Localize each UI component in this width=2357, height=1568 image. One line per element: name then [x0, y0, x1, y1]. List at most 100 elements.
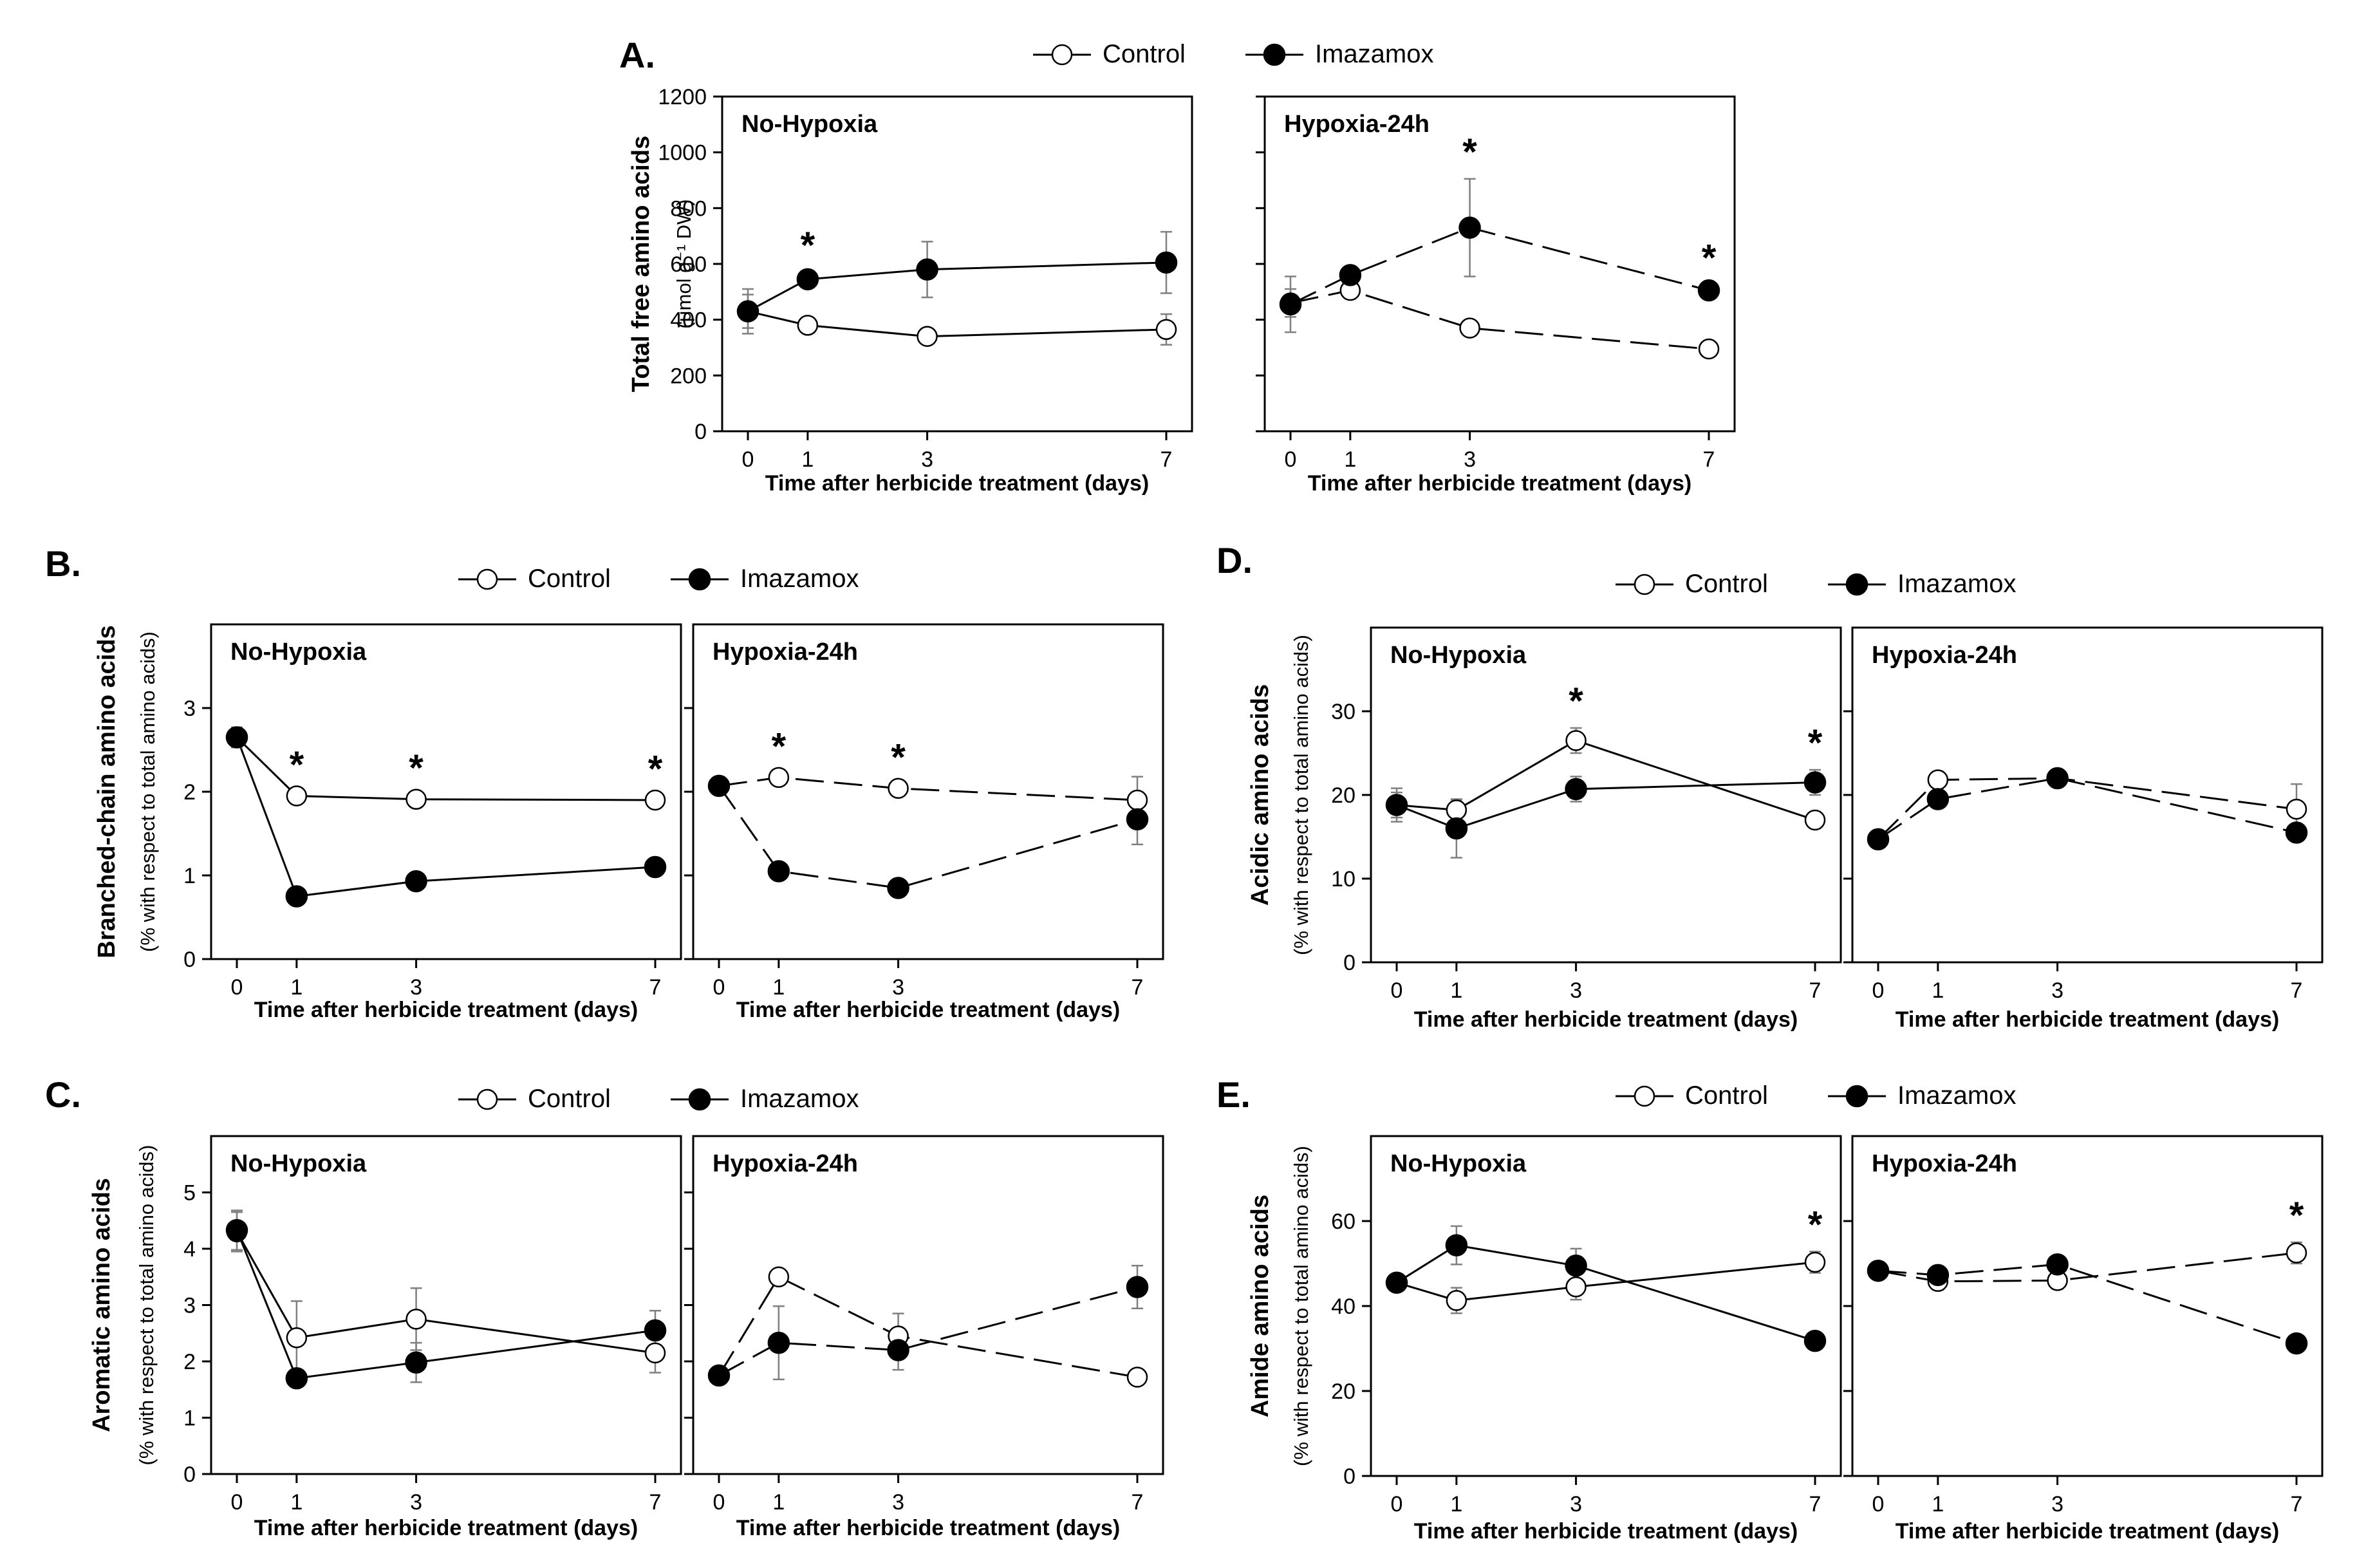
- control-point: [1126, 789, 1148, 811]
- panel-c: C. Control Imazamox Aromatic amino acids (% …: [45, 1074, 1164, 1540]
- x-tick-label: 0: [1872, 1492, 1885, 1517]
- y-tick-label: 1: [183, 1406, 196, 1431]
- significance-star: *: [1702, 238, 1717, 279]
- control-series-line: [236, 736, 656, 801]
- plot-frame: [1851, 1135, 2324, 1477]
- subplot-title: No-Hypoxia: [230, 639, 367, 666]
- imazamox-series-line: [1290, 227, 1710, 306]
- x-tick-label: 3: [2051, 1492, 2064, 1517]
- x-tick-label: 3: [410, 975, 422, 1000]
- significance-star: *: [2289, 1195, 2304, 1237]
- imazamox-point: [796, 268, 819, 291]
- imazamox-series-line: [236, 1229, 656, 1379]
- control-point: [1155, 319, 1177, 341]
- legend-control-marker: [1051, 44, 1073, 66]
- imazamox-point: [767, 860, 790, 882]
- y-axis-sublabel: (% with respect to total amino acids): [1290, 635, 1312, 955]
- imazamox-point: [887, 877, 909, 899]
- x-axis-label: Time after herbicide treatment (days): [736, 998, 1120, 1022]
- x-tick-label: 3: [892, 975, 904, 1000]
- y-axis-label: Branched-chain amino acids: [93, 625, 120, 958]
- y-tick-label: 800: [670, 196, 707, 221]
- subplot-hypoxia-24h: Hypoxia-24h 0 1 3 7 Time after herbicide trea…: [1256, 95, 1736, 496]
- imazamox-point: [225, 1218, 248, 1242]
- x-tick-label: 7: [1809, 978, 1821, 1003]
- legend-control-marker: [476, 568, 498, 590]
- x-tick-label: 0: [1285, 447, 1297, 472]
- x-tick-label: 1: [1450, 978, 1462, 1003]
- y-axis-sublabel: (% with respect to total amino acids): [136, 631, 159, 952]
- significance-star: *: [409, 747, 424, 789]
- y-axis-label: Total free amino acids: [628, 136, 655, 392]
- legend-control-label: Control: [1685, 1081, 1768, 1110]
- legend-control-marker: [1634, 574, 1655, 595]
- subplot-title: No-Hypoxia: [741, 111, 878, 138]
- y-tick-label: 0: [1343, 951, 1356, 975]
- imazamox-point: [1445, 817, 1468, 840]
- subplot-title: Hypoxia-24h: [713, 1150, 858, 1177]
- imazamox-point: [1867, 828, 1890, 851]
- x-tick-label: 7: [2291, 1492, 2303, 1517]
- imazamox-point: [767, 1331, 790, 1354]
- x-tick-label: 0: [1391, 978, 1403, 1003]
- imazamox-series-line: [1877, 777, 2297, 841]
- control-series-line: [747, 310, 1167, 338]
- x-tick-label: 1: [290, 1490, 303, 1515]
- y-tick-label: 0: [183, 947, 196, 972]
- legend-treated-label: Imazamox: [1897, 570, 2017, 598]
- plot-frame: [210, 1135, 682, 1475]
- control-point: [768, 1266, 790, 1287]
- subplot-hypoxia-24h: Hypoxia-24h 0 1 3 7 Time after herbicide trea…: [1843, 626, 2324, 1032]
- legend: Control Imazamox: [458, 1085, 859, 1113]
- y-tick-label: 30: [1331, 700, 1356, 724]
- legend-control-label: Control: [1685, 570, 1768, 598]
- control-point: [1446, 1290, 1467, 1311]
- x-tick-label: 1: [772, 1490, 785, 1515]
- subplot-title: Hypoxia-24h: [1872, 642, 2017, 669]
- y-tick-label: 2: [183, 1350, 196, 1374]
- legend: Control Imazamox: [1616, 1081, 2017, 1110]
- imazamox-point: [1926, 1264, 1950, 1287]
- x-tick-label: 1: [801, 447, 814, 472]
- x-tick-label: 3: [1570, 1492, 1582, 1517]
- control-series-line: [1396, 739, 1816, 821]
- panel-d: D. Control Imazamox Acidic amino acids (% wi…: [1216, 540, 2324, 1032]
- subplot-title: Hypoxia-24h: [1284, 111, 1430, 138]
- subplot-no-hypoxia: No-Hypoxia 0 20 40 60 0 1 3 7 Time after herbicid…: [1331, 1135, 1842, 1544]
- x-tick-label: 7: [1132, 1490, 1144, 1515]
- plot-frame: [1263, 95, 1736, 433]
- control-series-line: [718, 1275, 1138, 1378]
- control-point: [1565, 730, 1587, 751]
- x-axis-label: Time after herbicide treatment (days): [254, 998, 638, 1022]
- imazamox-point: [1385, 794, 1408, 816]
- y-tick-label: 400: [670, 308, 707, 333]
- y-tick-label: 5: [183, 1181, 196, 1206]
- plot-frame: [1370, 626, 1842, 964]
- subplot-title: No-Hypoxia: [1390, 642, 1527, 669]
- imazamox-point: [2285, 821, 2308, 844]
- significance-star: *: [1569, 680, 1583, 722]
- imazamox-series-line: [718, 1286, 1138, 1377]
- imazamox-series-line: [1396, 1244, 1816, 1342]
- imazamox-point: [1458, 216, 1481, 239]
- x-tick-label: 3: [1464, 447, 1476, 472]
- y-tick-label: 20: [1331, 1379, 1356, 1404]
- imazamox-point: [1867, 1259, 1890, 1282]
- imazamox-point: [1445, 1234, 1468, 1256]
- legend-treated-label: Imazamox: [1315, 40, 1434, 68]
- imazamox-point: [1803, 1329, 1827, 1352]
- control-point: [917, 326, 938, 347]
- significance-star: *: [290, 744, 304, 786]
- control-point: [1804, 809, 1826, 831]
- subplot-no-hypoxia: No-Hypoxia 0 1 2 3 0 1 3 7 Time after herbicide t…: [183, 623, 682, 1022]
- imazamox-point: [707, 1364, 731, 1387]
- panel-letter: D.: [1216, 540, 1253, 581]
- legend-treated-label: Imazamox: [740, 1085, 859, 1113]
- control-point: [286, 1327, 308, 1349]
- control-point: [2286, 798, 2307, 820]
- imazamox-point: [1279, 293, 1302, 316]
- imazamox-point: [285, 1367, 308, 1390]
- y-tick-label: 2: [183, 780, 196, 805]
- x-axis-label: Time after herbicide treatment (days): [254, 1516, 638, 1540]
- control-point: [1446, 799, 1467, 821]
